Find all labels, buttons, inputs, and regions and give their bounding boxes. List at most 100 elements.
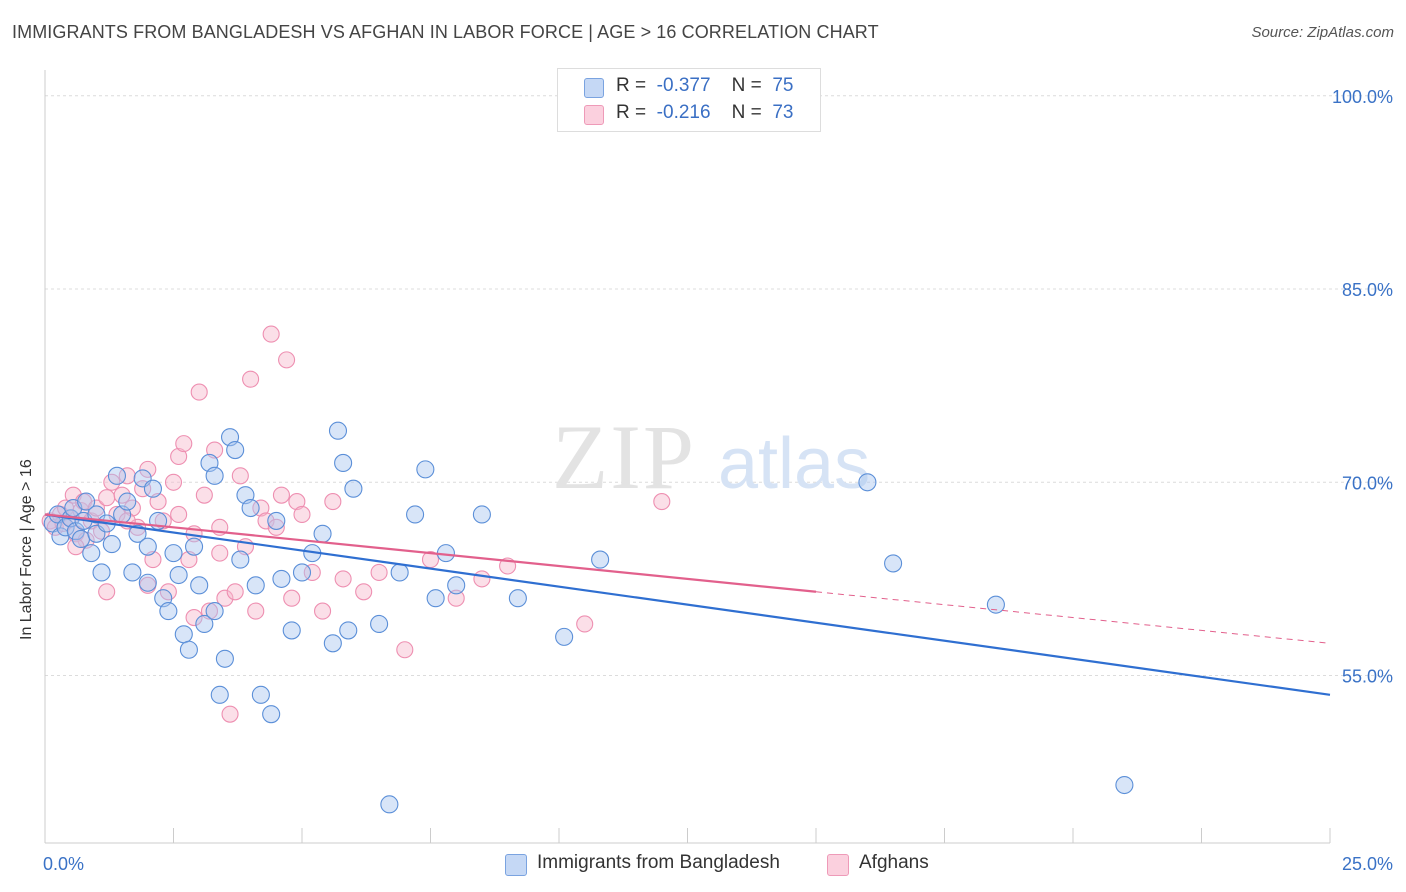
bangladesh-point-46 (251, 685, 270, 704)
bangladesh-point-9 (77, 492, 96, 511)
legend-r-label: R = (616, 75, 647, 96)
bangladesh-point-53 (313, 524, 332, 543)
bottom-legend-label-bangladesh: Immigrants from Bangladesh (537, 852, 780, 873)
bangladesh-point-59 (370, 614, 389, 634)
bangladesh-point-58 (344, 479, 363, 498)
afghans-point-21 (134, 480, 152, 498)
trend-lines (44, 513, 1331, 696)
afghans-point-55 (303, 563, 321, 582)
afghans-point-58 (334, 570, 352, 588)
bangladesh-point-47 (262, 705, 281, 724)
x-tick-label-1: 25.0% (1342, 854, 1393, 874)
afghans-point-39 (216, 589, 234, 607)
bangladesh-point-68 (508, 589, 527, 608)
afghans-point-30 (170, 505, 188, 524)
bottom-legend-swatch-bangladesh (505, 854, 527, 876)
afghans-point-61 (396, 641, 414, 659)
bangladesh-point-28 (164, 544, 183, 563)
legend-n-label: N = (731, 75, 762, 96)
bangladesh-point-3 (56, 518, 75, 537)
bangladesh-point-23 (138, 573, 157, 592)
chart-title: IMMIGRANTS FROM BANGLADESH VS AFGHAN IN … (12, 22, 879, 42)
afghans-point-56 (314, 602, 332, 620)
bangladesh-point-70 (591, 550, 610, 569)
bangladesh-point-69 (555, 627, 574, 646)
bangladesh-point-24 (143, 479, 162, 498)
bangladesh-point-61 (390, 563, 409, 582)
afghans-point-66 (576, 615, 594, 633)
afghans-point-52 (283, 589, 301, 607)
bangladesh-point-60 (380, 795, 399, 814)
legend-r-label: R = (616, 102, 647, 123)
y-tick-label-3: 55.0% (1342, 667, 1393, 687)
afghans-point-22 (139, 460, 157, 478)
bottom-legend-swatch-afghans (827, 854, 849, 876)
bangladesh-point-32 (185, 537, 204, 556)
bangladesh-point-38 (210, 685, 229, 704)
bangladesh-point-13 (92, 563, 111, 582)
afghans-point-71 (211, 544, 229, 562)
afghans-point-63 (447, 589, 465, 607)
bangladesh-point-33 (190, 576, 209, 595)
bangladesh-point-51 (292, 563, 312, 582)
bangladesh-point-71 (858, 473, 877, 492)
bangladesh-point-63 (416, 460, 435, 479)
legend-n-label: N = (731, 102, 762, 123)
afghans-point-68 (98, 583, 116, 601)
afghans-point-14 (98, 489, 116, 507)
bangladesh-point-22 (138, 537, 157, 556)
afghans-point-64 (473, 570, 491, 588)
afghans-point-44 (242, 370, 260, 388)
bangladesh-point-36 (205, 466, 224, 485)
bangladesh-point-64 (426, 589, 445, 608)
legend-n-value: 73 (772, 102, 794, 123)
afghans-point-12 (87, 499, 105, 517)
afghans-point-35 (195, 486, 213, 504)
bangladesh-point-10 (82, 544, 101, 563)
bangladesh-point-18 (118, 492, 137, 511)
legend-swatch-afghans (584, 105, 604, 125)
afghans-point-51 (278, 351, 296, 369)
bangladesh-point-19 (123, 563, 142, 582)
afghans-point-59 (355, 583, 373, 601)
afghans-point-48 (262, 325, 280, 343)
afghans-point-60 (370, 563, 388, 582)
afghans-point-18 (118, 467, 136, 485)
bangladesh-point-15 (102, 535, 121, 554)
bangladesh-point-29 (169, 565, 188, 585)
bangladesh-point-67 (472, 505, 491, 524)
afghans-point-34 (190, 383, 208, 401)
bangladesh-point-56 (334, 453, 353, 472)
bangladesh-point-66 (447, 576, 466, 595)
x-tick-label-0: 0.0% (43, 854, 84, 874)
y-tick-label-0: 100.0% (1332, 87, 1393, 107)
bangladesh-point-74 (1115, 775, 1134, 795)
bangladesh-point-55 (328, 421, 348, 440)
afghans-point-50 (272, 486, 290, 504)
afghans-point-49 (267, 518, 285, 536)
afghans-point-53 (288, 493, 306, 511)
watermark-atlas: atlas (718, 424, 870, 504)
bangladesh-point-34 (195, 614, 214, 634)
afghans-point-45 (247, 602, 265, 620)
bangladesh-point-73 (986, 595, 1005, 614)
correlation-legend: R = -0.377 N = 75 R = -0.216 N = 73 (557, 68, 821, 132)
tick-labels: 100.0% 85.0% 70.0% 55.0% 0.0% 25.0% (43, 87, 1393, 874)
bangladesh-point-37 (205, 602, 224, 621)
y-tick-label-2: 70.0% (1342, 473, 1393, 493)
bottom-legend-label-afghans: Afghans (859, 852, 929, 873)
bangladesh-point-57 (339, 621, 358, 640)
afghans-points (41, 325, 671, 723)
legend-r-value: -0.216 (656, 102, 711, 123)
afghans-point-29 (170, 447, 188, 466)
afghans-point-40 (221, 705, 239, 723)
afghans-point-28 (164, 473, 183, 491)
bangladesh-point-42 (231, 550, 250, 569)
bangladesh-points (43, 421, 1134, 814)
legend-r-value: -0.377 (656, 75, 711, 96)
bangladesh-point-31 (179, 640, 198, 659)
legend-swatch-bangladesh (584, 78, 604, 98)
bangladesh-point-20 (128, 524, 147, 543)
afghans-point-33 (185, 608, 203, 627)
